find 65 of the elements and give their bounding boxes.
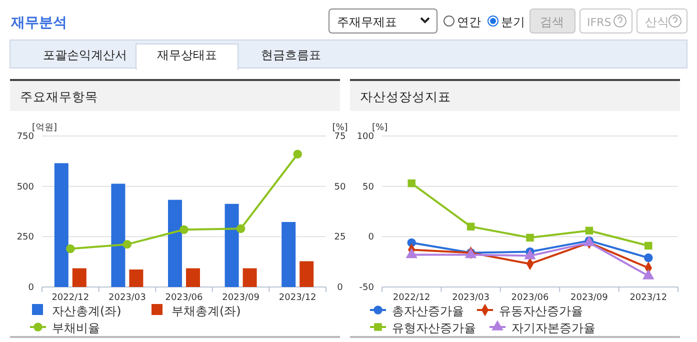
x-tick-label: 2022/12 xyxy=(52,293,90,303)
bar xyxy=(168,200,182,287)
text: 산식 xyxy=(645,15,669,29)
y-tick-label: 500 xyxy=(16,182,34,192)
bar xyxy=(129,269,144,287)
bar xyxy=(282,222,296,287)
x-tick-label: 2023/12 xyxy=(278,293,316,303)
x-tick-label: 2023/06 xyxy=(511,293,549,303)
point xyxy=(180,225,188,234)
text: 연간 xyxy=(457,15,481,29)
chart-title: 자산성장성지표 xyxy=(360,89,451,104)
bar xyxy=(111,184,126,287)
bar xyxy=(300,261,314,287)
legend-label: 부채총계(좌) xyxy=(172,304,241,318)
y-tick-label: 750 xyxy=(16,132,34,142)
chart-title: 주요재무항목 xyxy=(20,89,98,104)
bar xyxy=(224,204,239,287)
y2-tick-label: 75 xyxy=(334,132,346,142)
point xyxy=(585,226,594,234)
legend-label: 총자산증가율 xyxy=(392,304,464,318)
point xyxy=(236,224,246,233)
legend-label: 유동자산증가율 xyxy=(499,304,583,318)
y-tick-label: 100 xyxy=(356,132,374,142)
y2-tick-label: 25 xyxy=(334,232,346,243)
point xyxy=(644,253,653,262)
text: 재무상태표 xyxy=(157,48,217,62)
text: 현금흐름표 xyxy=(261,48,321,62)
point xyxy=(526,234,534,242)
text: 포괄손익계산서 xyxy=(43,48,127,62)
y-axis-title: [억원] xyxy=(32,123,58,133)
bar xyxy=(242,268,257,287)
x-tick-label: 2023/06 xyxy=(165,293,203,303)
y-tick-label: 0 xyxy=(28,283,34,293)
point xyxy=(466,222,475,230)
text: 주재무제표 xyxy=(337,15,397,29)
point xyxy=(644,242,652,250)
legend-label: 유형자산증가율 xyxy=(392,321,476,335)
x-tick-label: 2023/09 xyxy=(222,293,260,303)
x-tick-label: 2023/03 xyxy=(452,293,490,303)
x-tick-label: 2022/12 xyxy=(392,293,430,303)
y-axis-title: [%] xyxy=(372,123,388,133)
legend-label: 자기자본증가율 xyxy=(512,321,596,335)
point xyxy=(66,244,75,254)
text: 검색 xyxy=(540,15,564,29)
legend-label: 자산총계(좌) xyxy=(52,304,122,318)
x-tick-label: 2023/12 xyxy=(630,293,668,303)
point xyxy=(122,240,132,249)
y-tick-label: 50 xyxy=(362,182,374,192)
y-tick-label: -50 xyxy=(359,283,374,293)
y2-axis-title: [%] xyxy=(332,123,348,133)
y-tick-label: 250 xyxy=(16,232,34,243)
y2-tick-label: 0 xyxy=(337,283,344,293)
y-tick-label: 0 xyxy=(368,232,374,243)
x-tick-label: 2023/09 xyxy=(570,293,608,303)
y2-tick-label: 50 xyxy=(334,182,346,192)
text: 재무분석 xyxy=(10,15,67,31)
text: IFRS xyxy=(587,16,612,29)
bar xyxy=(72,268,86,287)
bar xyxy=(186,268,200,287)
point xyxy=(293,150,302,158)
text: 분기 xyxy=(501,15,525,29)
bar xyxy=(54,163,68,287)
point xyxy=(408,179,416,188)
legend-label: 부채비율 xyxy=(52,321,100,335)
x-tick-label: 2023/03 xyxy=(108,293,146,303)
